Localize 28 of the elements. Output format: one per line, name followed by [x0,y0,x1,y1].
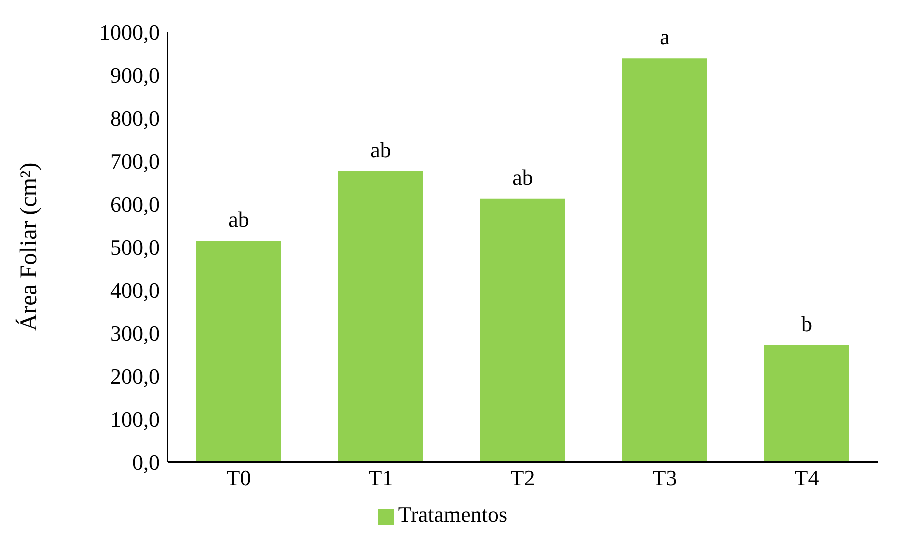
annotation: ab [512,164,534,190]
y-tick-label: 200,0 [110,364,160,389]
legend-label: Tratamentos [398,502,508,527]
y-tick-label: 300,0 [110,320,160,346]
annotation: a [660,24,670,50]
x-tick-label: T4 [794,466,820,491]
bar [338,171,424,462]
x-tick-label: T0 [226,466,252,491]
x-tick-label: T3 [652,466,678,491]
y-tick-label: 400,0 [110,278,160,303]
y-tick-label: 800,0 [110,106,160,131]
bar [480,198,566,462]
bar [196,240,282,462]
x-tick-label: T2 [510,466,536,491]
annotation: ab [370,137,392,162]
annotation: ab [228,206,250,232]
y-tick-label: 600,0 [110,192,160,217]
y-tick-label: 100,0 [110,406,160,432]
x-tick-label: T1 [368,466,394,491]
y-tick-label: 0,0 [132,450,160,475]
bar [764,345,850,462]
y-axis-title: Área Foliar (cm²) [16,162,43,332]
y-tick-label: 700,0 [110,148,160,174]
y-tick-label: 1000,0 [100,20,160,45]
bar [622,58,708,462]
annotation: b [802,311,812,336]
y-tick-label: 900,0 [110,62,160,88]
y-tick-label: 500,0 [110,234,160,260]
